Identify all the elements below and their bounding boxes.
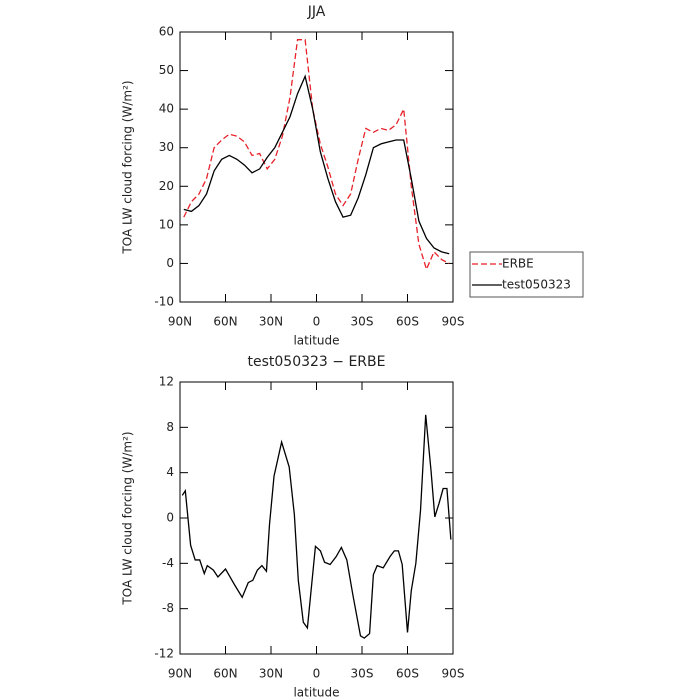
chart-title: JJA [307,4,326,20]
y-tick-label: 4 [166,465,174,479]
x-axis-label: latitude [293,334,339,348]
y-tick-label: 20 [159,179,174,193]
data-line [183,39,450,272]
y-tick-label: 0 [166,511,174,525]
legend-label: test050323 [502,278,571,292]
y-tick-label: -8 [162,601,174,615]
x-axis-label: latitude [293,686,339,700]
x-tick-label: 60N [213,315,237,329]
y-tick-label: -12 [154,647,174,661]
x-tick-label: 30N [259,315,283,329]
x-tick-label: 90N [168,315,192,329]
y-tick-label: 50 [159,63,174,77]
legend-label: ERBE [502,257,534,271]
y-tick-label: -10 [154,295,174,309]
x-tick-label: 60S [396,667,419,681]
y-tick-label: 0 [166,256,174,270]
x-tick-label: 0 [313,315,321,329]
x-tick-label: 60S [396,315,419,329]
y-tick-label: 12 [159,375,174,389]
chart-title: test050323 − ERBE [248,354,386,370]
x-tick-label: 30S [351,315,374,329]
data-line [181,414,452,639]
y-tick-label: 60 [159,25,174,39]
y-axis-label: TOA LW cloud forcing (W/m²) [121,431,135,605]
y-tick-label: 10 [159,217,174,231]
x-tick-label: 30N [259,667,283,681]
plot-frame [179,31,454,303]
y-tick-label: -4 [162,556,174,570]
plot-frame [179,381,454,655]
legend-box [469,251,584,298]
y-tick-label: 40 [159,102,174,116]
y-axis-label: TOA LW cloud forcing (W/m²) [121,80,135,254]
y-tick-label: 8 [166,420,174,434]
x-tick-label: 0 [313,667,321,681]
x-tick-label: 90S [442,315,465,329]
y-tick-label: 30 [159,140,174,154]
x-tick-label: 60N [213,667,237,681]
x-tick-label: 30S [351,667,374,681]
x-tick-label: 90N [168,667,192,681]
data-line [183,74,450,255]
x-tick-label: 90S [442,667,465,681]
